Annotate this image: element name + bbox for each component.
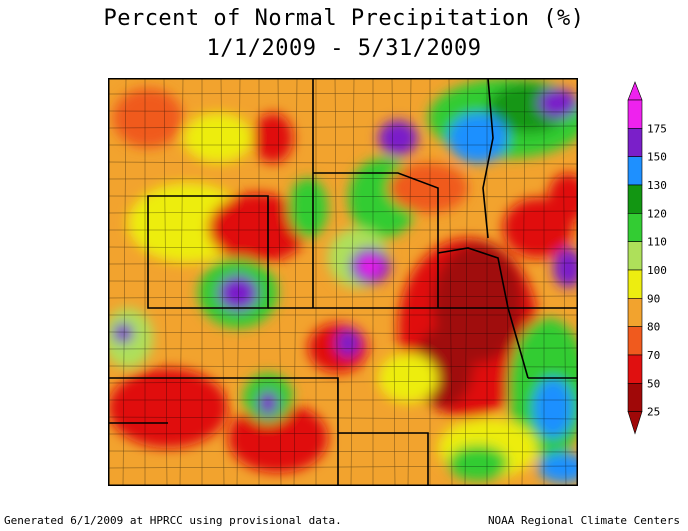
map-date-range: 1/1/2009 - 5/31/2009 <box>206 36 482 61</box>
legend-swatch <box>627 241 643 271</box>
precip-region <box>183 113 253 163</box>
map-title: Percent of Normal Precipitation (%) <box>103 6 585 31</box>
precip-region <box>533 378 573 438</box>
legend-label: 100 <box>647 264 667 277</box>
precip-region <box>113 323 133 343</box>
precip-region <box>538 88 578 118</box>
map-border <box>108 78 578 486</box>
legend-swatch <box>627 326 643 356</box>
legend-swatch <box>627 298 643 327</box>
legend-swatch <box>627 354 643 384</box>
precip-region <box>378 353 438 403</box>
legend-swatch <box>627 213 643 242</box>
state-borders <box>108 78 578 486</box>
legend-label: 50 <box>647 377 660 390</box>
legend-arrow-top <box>627 81 643 101</box>
legend-swatch <box>627 128 643 157</box>
legend-swatch <box>627 99 643 129</box>
source-credit: NOAA Regional Climate Centers <box>487 514 680 527</box>
legend-label: 80 <box>647 321 660 334</box>
precip-region <box>253 113 293 163</box>
precip-region <box>208 193 308 263</box>
precip-region <box>359 256 381 276</box>
precip-region <box>113 88 183 148</box>
legend-arrow-bottom <box>627 411 643 435</box>
color-legend: 175 150 130 120 110 100 90 80 70 50 25 <box>620 80 680 460</box>
precip-region <box>448 445 508 481</box>
legend-label: 130 <box>647 179 667 192</box>
precip-region <box>448 113 508 163</box>
legend-swatch <box>627 184 643 214</box>
legend-label: 70 <box>647 349 660 362</box>
precip-region <box>336 329 360 357</box>
precip-region <box>288 178 328 238</box>
precip-region <box>378 120 418 156</box>
precipitation-map <box>108 78 578 486</box>
precip-region <box>218 275 258 311</box>
legend-label: 25 <box>647 406 660 419</box>
precip-region <box>548 173 578 223</box>
precip-region <box>538 453 578 483</box>
precip-region <box>388 163 468 213</box>
legend-label: 110 <box>647 236 667 249</box>
legend-swatch <box>627 383 643 412</box>
precip-region <box>108 368 228 448</box>
generation-note: Generated 6/1/2009 at HPRCC using provis… <box>4 514 342 527</box>
precip-region <box>228 403 328 473</box>
precip-region <box>553 248 578 288</box>
legend-label: 150 <box>647 151 667 164</box>
legend-label: 175 <box>647 122 667 135</box>
legend-swatch <box>627 156 643 186</box>
legend-swatch <box>627 269 643 299</box>
legend-label: 90 <box>647 292 660 305</box>
legend-label: 120 <box>647 207 667 220</box>
precip-region <box>258 391 278 415</box>
